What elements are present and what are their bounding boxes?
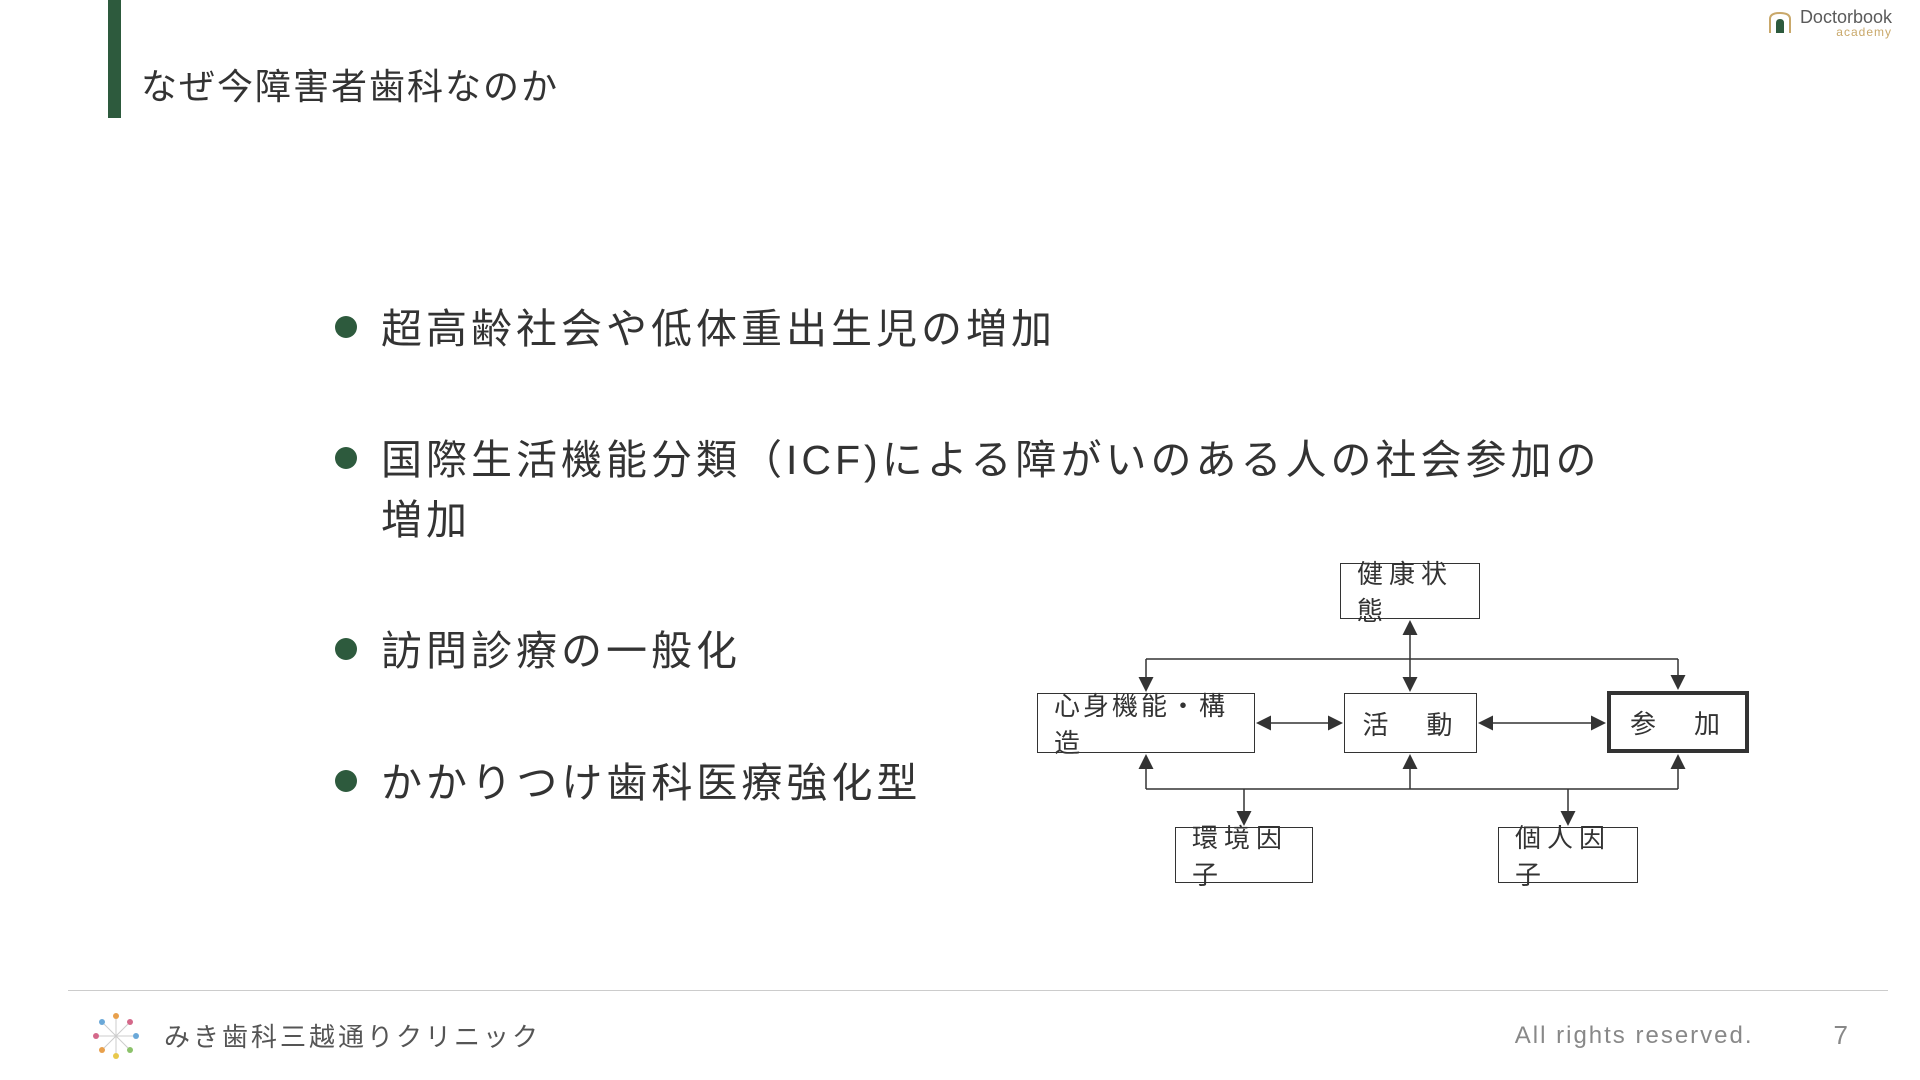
diagram-node-health: 健康状態 — [1340, 563, 1480, 619]
bullet-text: かかりつけ歯科医療強化型 — [381, 754, 921, 813]
node-label: 環境因子 — [1192, 818, 1296, 892]
bullet-text: 国際生活機能分類（ICF)による障がいのある人の社会参加の増加 — [381, 431, 1615, 550]
brand-logo: Doctorbook academy — [1766, 8, 1892, 38]
header-accent-bar — [108, 0, 121, 118]
diagram-node-body: 心身機能・構造 — [1037, 693, 1255, 753]
logo-sub-text: academy — [1800, 26, 1892, 38]
footer-right: All rights reserved. 7 — [1515, 1020, 1848, 1051]
slide-header: なぜ今障害者歯科なのか — [108, 0, 559, 118]
diagram-node-personal: 個人因子 — [1498, 827, 1638, 883]
node-label: 心身機能・構造 — [1054, 686, 1238, 760]
footer-left: みき歯科三越通りクリニック — [88, 1008, 541, 1064]
diagram-node-activity: 活 動 — [1344, 693, 1477, 753]
bullet-text: 訪問診療の一般化 — [381, 622, 741, 681]
copyright-text: All rights reserved. — [1515, 1022, 1754, 1050]
bullet-dot-icon — [335, 447, 357, 469]
slide-title: なぜ今障害者歯科なのか — [141, 58, 559, 110]
slide-footer: みき歯科三越通りクリニック All rights reserved. 7 — [68, 990, 1888, 1080]
bullet-text: 超高齢社会や低体重出生児の増加 — [381, 300, 1056, 359]
clinic-name: みき歯科三越通りクリニック — [164, 1017, 541, 1054]
bullet-item: 国際生活機能分類（ICF)による障がいのある人の社会参加の増加 — [335, 431, 1615, 550]
bullet-dot-icon — [335, 638, 357, 660]
logo-main-text: Doctorbook — [1800, 8, 1892, 26]
page-number: 7 — [1834, 1020, 1848, 1051]
icf-diagram: 健康状態 心身機能・構造 活 動 参 加 環境因子 個人因子 — [1037, 563, 1757, 893]
bullet-item: 超高齢社会や低体重出生児の増加 — [335, 300, 1615, 359]
node-label: 活 動 — [1362, 705, 1458, 742]
diagram-node-environment: 環境因子 — [1175, 827, 1313, 883]
node-label: 健康状態 — [1357, 554, 1463, 628]
diagram-node-participate: 参 加 — [1607, 691, 1749, 753]
node-label: 参 加 — [1630, 704, 1726, 741]
bullet-dot-icon — [335, 316, 357, 338]
clinic-logo-icon — [88, 1008, 144, 1064]
bullet-dot-icon — [335, 770, 357, 792]
node-label: 個人因子 — [1515, 818, 1621, 892]
doctorbook-icon — [1766, 9, 1794, 37]
